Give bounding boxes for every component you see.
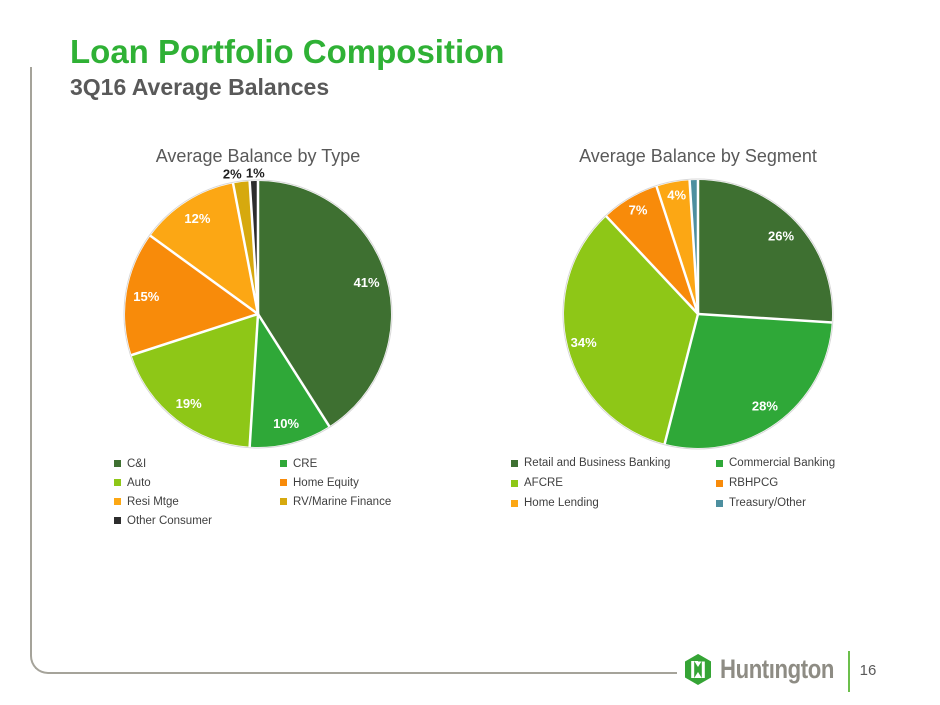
- pie-slice-label-rv-marine-finance: 2%: [223, 167, 242, 182]
- legend-item-resi-mtge: Resi Mtge: [114, 492, 280, 511]
- pie-slice-label-cre: 10%: [273, 416, 299, 431]
- legend-item-afcre: AFCRE: [511, 473, 716, 493]
- slice-separator: [149, 234, 259, 316]
- legend-marker-icon: [280, 460, 287, 467]
- pie-slice-label-other-consumer: 1%: [246, 166, 265, 181]
- legend-marker-icon: [716, 499, 723, 507]
- legend-marker-icon: [114, 460, 121, 467]
- legend-item-rv-marine-finance: RV/Marine Finance: [280, 492, 446, 511]
- legend-marker-icon: [114, 498, 121, 505]
- pie-slice-auto: [131, 314, 258, 447]
- pie-slice-label-home-lending: 4%: [667, 188, 686, 203]
- legend-marker-icon: [716, 459, 723, 467]
- pie-slice-resi-mtge: [150, 183, 258, 314]
- slice-separator: [248, 180, 260, 315]
- slice-separator: [256, 313, 331, 428]
- pie-slice-rbhpcg: [606, 186, 698, 314]
- chart-title-by-segment: Average Balance by Segment: [579, 146, 817, 166]
- legend-marker-icon: [280, 479, 287, 486]
- pie-slice-cre: [249, 314, 330, 448]
- pie-slice-label-afcre: 34%: [571, 335, 597, 350]
- legend-item-c-i: C&I: [114, 454, 280, 473]
- legend-item-home-equity: Home Equity: [280, 473, 446, 492]
- slice-separator: [248, 313, 260, 448]
- legend-marker-icon: [114, 479, 121, 486]
- legend-label: AFCRE: [524, 477, 563, 489]
- slice-separator: [697, 312, 833, 324]
- page-subtitle: 3Q16 Average Balances: [70, 74, 330, 100]
- page-number: 16: [859, 662, 877, 679]
- huntington-logo: Huntıngton: [683, 653, 859, 686]
- legend-label: CRE: [293, 457, 318, 470]
- pie-chart-by-segment: 26% 28% 34% 7% 4%: [562, 178, 834, 450]
- slide-border: [30, 67, 677, 674]
- legend-item-commercial-banking: Commercial Banking: [716, 453, 921, 473]
- pie-chart-by-type: 41% 10% 19% 15% 12% 2% 1%: [123, 166, 393, 449]
- pie-slice-label-auto: 19%: [176, 396, 202, 411]
- slice-separator: [688, 179, 700, 315]
- legend-marker-icon: [511, 459, 518, 467]
- legend-item-cre: CRE: [280, 454, 446, 473]
- legend-label: Resi Mtge: [127, 495, 179, 508]
- legend-marker-icon: [511, 499, 518, 507]
- huntington-wordmark: Huntıngton: [720, 654, 834, 684]
- legend-label: Auto: [127, 476, 151, 489]
- legend-marker-icon: [716, 479, 723, 487]
- pie-slice-label-resi-mtge: 12%: [184, 211, 210, 226]
- slice-separator: [655, 185, 700, 315]
- legend-item-auto: Auto: [114, 473, 280, 492]
- legend-marker-icon: [114, 517, 121, 524]
- legend-label: C&I: [127, 457, 147, 470]
- legend-item-other-consumer: Other Consumer: [114, 511, 280, 530]
- slice-separator: [130, 312, 259, 357]
- legend-item-home-lending: Home Lending: [511, 493, 716, 513]
- legend-by-segment: Retail and Business Banking Commercial Ba…: [511, 453, 921, 513]
- slice-separator: [231, 182, 260, 315]
- slice-separator: [605, 215, 699, 315]
- legend-marker-icon: [280, 498, 287, 505]
- pie-slice-commercial-banking: [664, 314, 832, 448]
- pie-slice-label-rbhpcg: 7%: [629, 203, 648, 218]
- legend-item-treasury-other: Treasury/Other: [716, 493, 921, 513]
- legend-label: Retail and Business Banking: [524, 457, 671, 469]
- pie-slice-label-c-i: 41%: [354, 275, 380, 290]
- legend-by-type: C&I CRE Auto Home Equity Resi Mtge RV/Marine …: [114, 454, 446, 530]
- legend-label: Other Consumer: [127, 514, 213, 527]
- legend-label: Treasury/Other: [729, 497, 806, 509]
- pie-outline: [562, 178, 834, 450]
- legend-item-rbhpcg: RBHPCG: [716, 473, 921, 493]
- legend-label: Home Lending: [524, 497, 599, 509]
- pie-slice-home-equity: [124, 235, 258, 356]
- legend-label: RBHPCG: [729, 477, 779, 489]
- footer-separator: [848, 651, 850, 692]
- chart-title-by-type: Average Balance by Type: [155, 146, 361, 166]
- legend-marker-icon: [511, 479, 518, 487]
- slice-separator: [663, 313, 700, 445]
- pie-slice-label-home-equity: 15%: [133, 289, 159, 304]
- huntington-hexagon-icon: [685, 654, 711, 685]
- legend-item-retail-and-business-banking: Retail and Business Banking: [511, 453, 716, 473]
- legend-label: Home Equity: [293, 476, 359, 489]
- pie-slice-label-commercial-banking: 28%: [752, 399, 778, 414]
- pie-slice-label-retail-and-business-banking: 26%: [768, 229, 794, 244]
- page-title: Loan Portfolio Composition: [70, 33, 505, 70]
- legend-label: Commercial Banking: [729, 457, 836, 469]
- legend-label: RV/Marine Finance: [293, 495, 392, 508]
- pie-slice-retail-and-business-banking: [698, 180, 833, 323]
- pie-slice-afcre: [564, 216, 698, 444]
- pie-outline: [123, 179, 393, 449]
